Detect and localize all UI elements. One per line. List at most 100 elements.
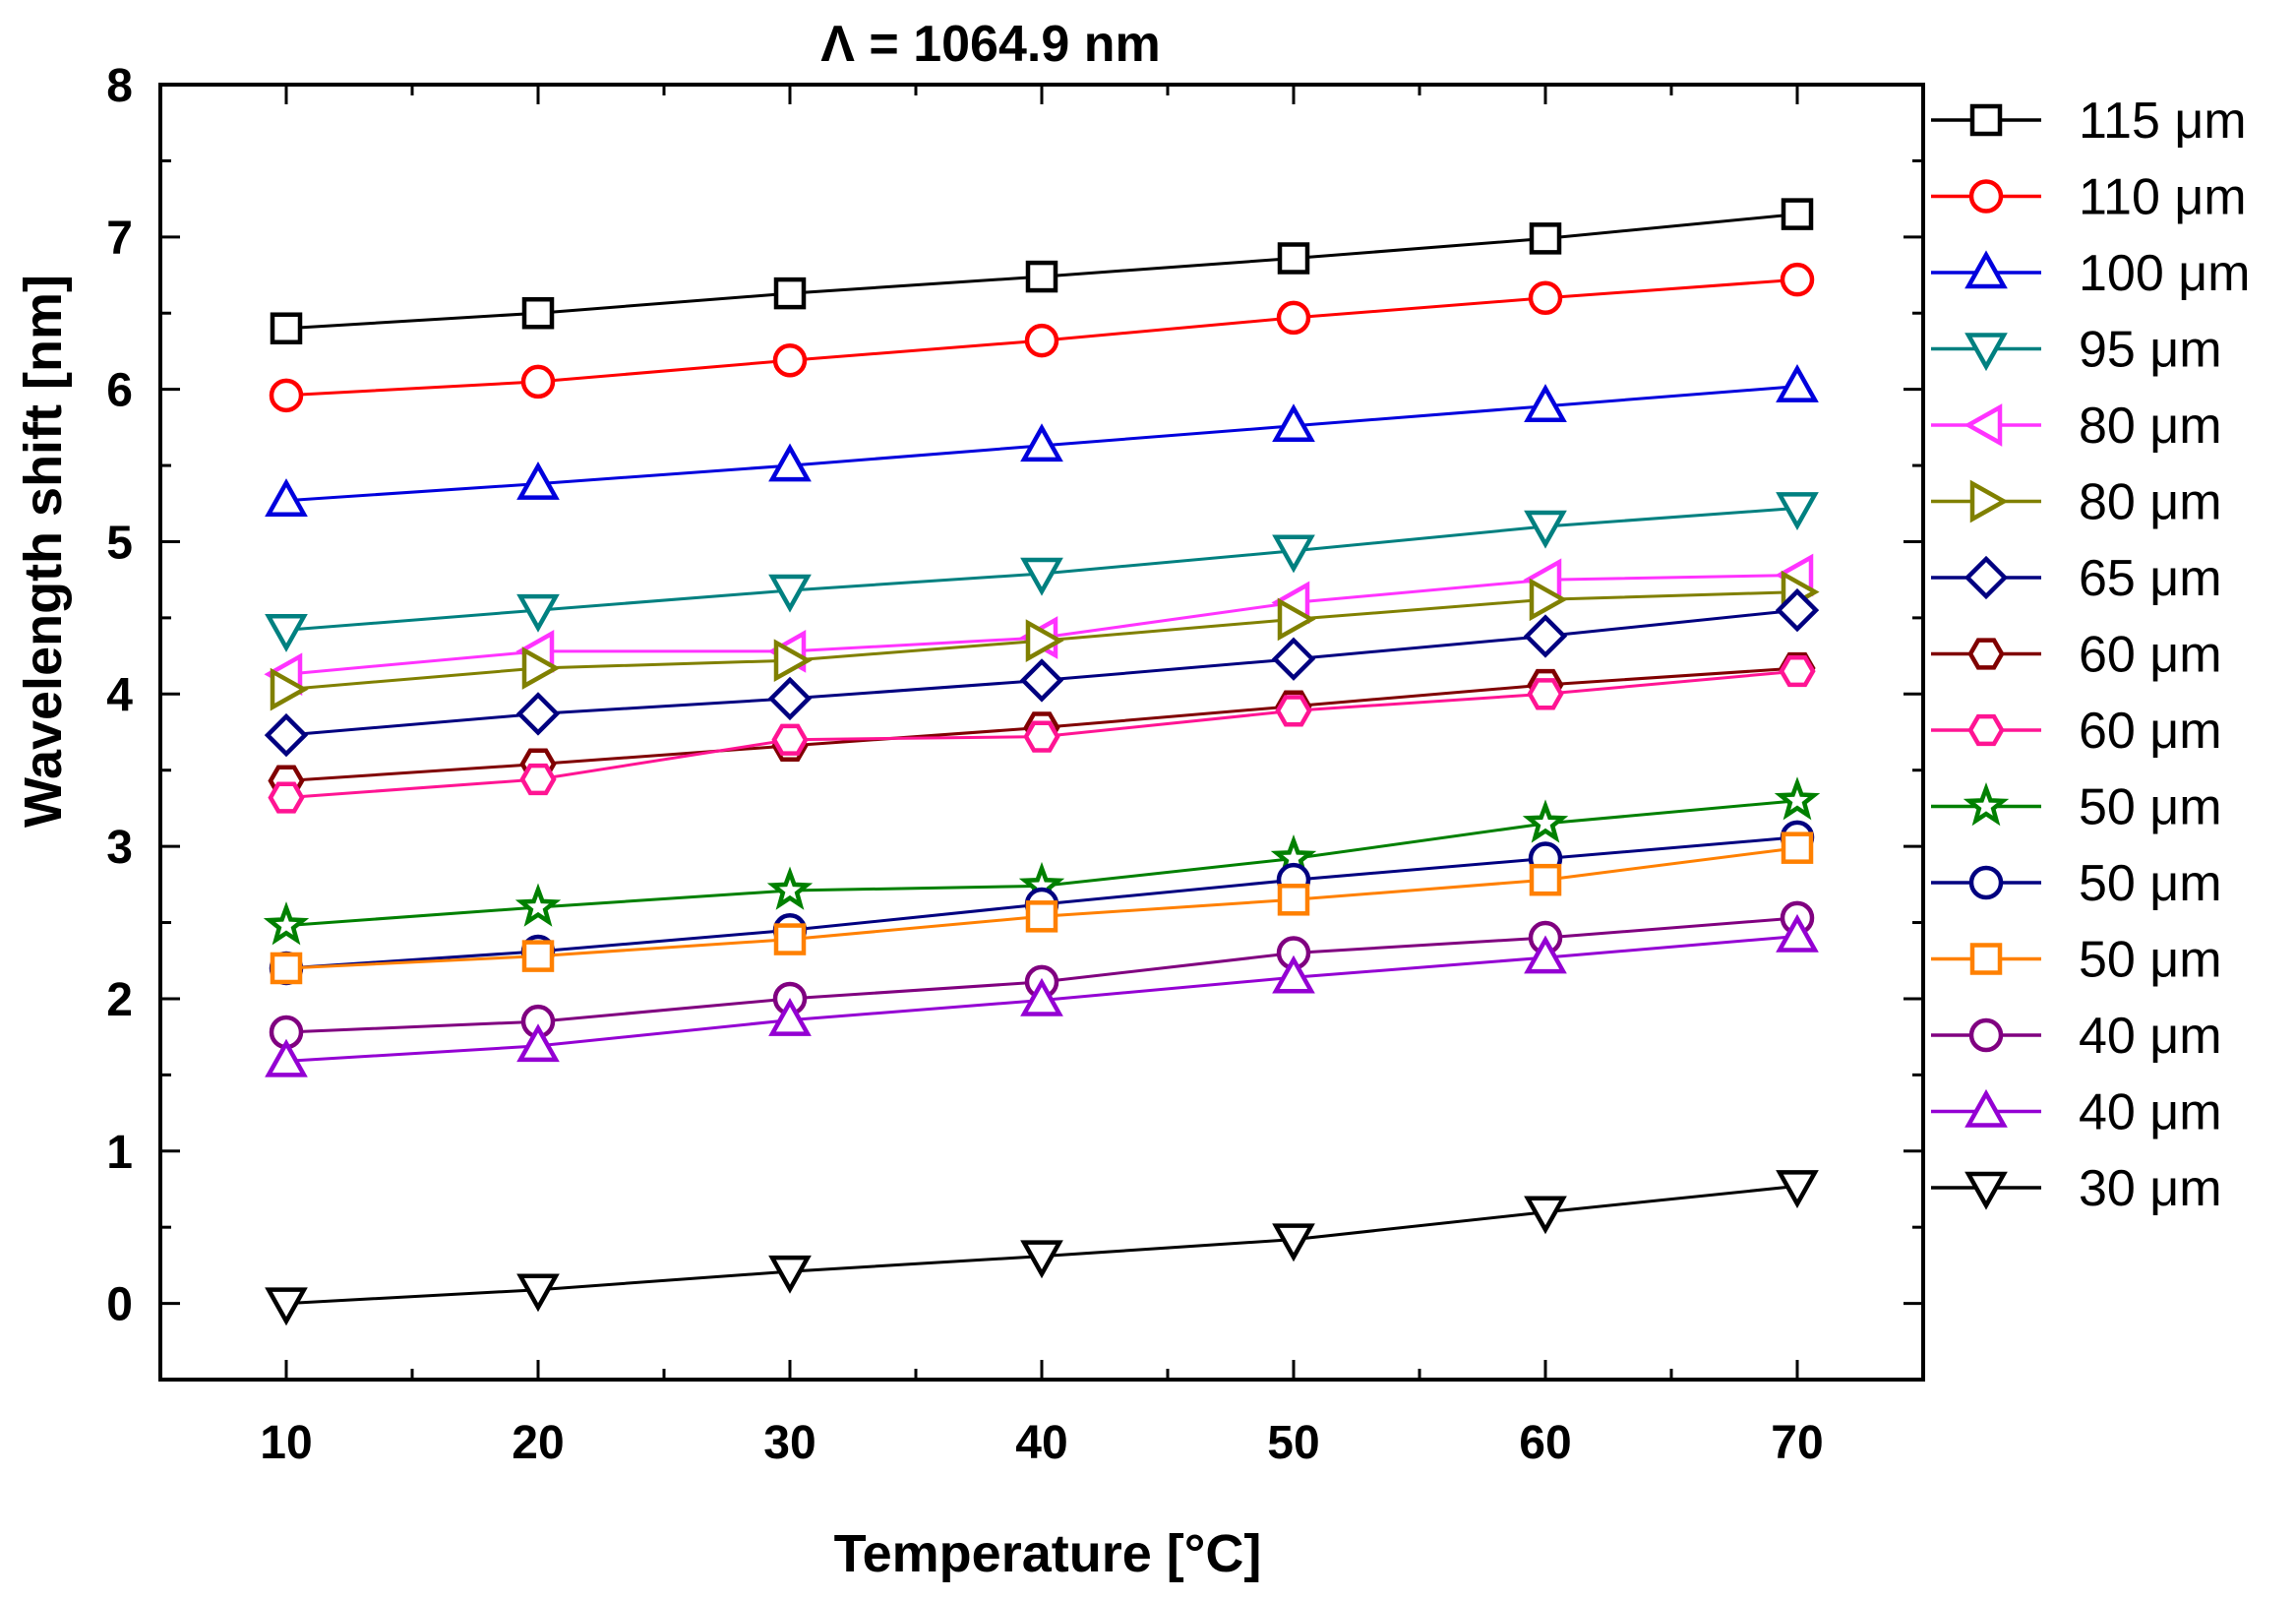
legend-item: 40 μm <box>1931 1008 2222 1065</box>
data-point <box>516 593 560 633</box>
x-tick-label: 50 <box>1267 1417 1319 1469</box>
x-axis-title: Temperature [°C] <box>834 1524 1262 1583</box>
data-point <box>1020 423 1063 462</box>
data-point <box>1277 884 1310 916</box>
legend-marker <box>1964 555 2009 600</box>
data-point <box>1277 597 1316 642</box>
legend-marker <box>1964 333 2008 372</box>
y-tick-label: 2 <box>106 974 133 1026</box>
legend-item: 40 μm <box>1931 1084 2222 1141</box>
data-point <box>1775 587 1820 633</box>
legend-item: 60 μm <box>1931 627 2222 684</box>
data-point <box>1020 1240 1063 1279</box>
y-tick-label: 7 <box>106 213 133 265</box>
data-point <box>1776 364 1819 402</box>
data-point <box>767 676 813 721</box>
legend-item: 50 μm <box>1931 932 2222 989</box>
series-0 <box>270 198 1814 344</box>
legend-label: 95 μm <box>2079 322 2222 379</box>
legend-label: 80 μm <box>2079 474 2222 531</box>
data-point <box>768 574 812 613</box>
legend-marker <box>1968 865 2004 900</box>
data-point <box>773 923 807 955</box>
data-point <box>268 781 305 814</box>
x-tick-label: 60 <box>1519 1417 1571 1469</box>
legend-item: 50 μm <box>1931 779 2222 836</box>
data-point <box>1774 776 1821 821</box>
legend-marker <box>1967 713 2005 747</box>
data-point <box>1272 1223 1315 1262</box>
data-point <box>1272 534 1315 574</box>
legend-label: 100 μm <box>2079 245 2250 302</box>
data-point <box>1025 260 1058 293</box>
x-tick-label: 70 <box>1771 1417 1823 1469</box>
legend-item: 65 μm <box>1931 550 2222 607</box>
data-point <box>1781 831 1814 864</box>
legend-label: 60 μm <box>2079 703 2222 760</box>
legend-item: 110 μm <box>1931 169 2247 226</box>
data-point <box>270 312 303 344</box>
data-point <box>1024 323 1059 358</box>
series-13 <box>265 913 1819 1077</box>
y-axis-title: Wavelength shift [nm] <box>14 275 73 828</box>
data-point <box>1524 1196 1567 1235</box>
legend-label: 50 μm <box>2079 855 2222 912</box>
data-point <box>265 1287 308 1326</box>
legend-label: 110 μm <box>2079 169 2247 226</box>
data-point <box>521 296 555 330</box>
legend-marker <box>1964 1088 2008 1128</box>
series-3 <box>265 492 1819 652</box>
series-14 <box>265 1170 1819 1326</box>
data-point <box>1524 510 1567 549</box>
data-point <box>514 883 562 927</box>
data-point <box>1776 492 1819 530</box>
x-tick-label: 30 <box>763 1417 816 1469</box>
legend-marker <box>1964 403 2003 447</box>
data-point <box>1524 384 1567 422</box>
data-point <box>1776 1170 1819 1208</box>
data-point <box>766 866 814 910</box>
legend: 115 μm 110 μm 100 μm 95 μm 80 μm 80 μm 65 μm 60… <box>1931 92 2250 1217</box>
legend-item: 115 μm <box>1931 92 2247 150</box>
legend-item: 50 μm <box>1931 855 2222 912</box>
data-point <box>1529 863 1562 896</box>
axes: 10 20 30 40 50 60 70 0 1 2 3 4 5 6 7 8 <box>106 60 1925 1469</box>
data-point <box>772 342 808 378</box>
series-11 <box>270 831 1814 985</box>
data-point <box>265 614 308 652</box>
legend-item: 80 μm <box>1931 398 2222 455</box>
legend-item: 95 μm <box>1931 322 2222 379</box>
y-tick-label: 5 <box>106 517 133 569</box>
data-point <box>771 723 809 756</box>
data-point <box>1527 678 1564 710</box>
data-point <box>1776 913 1819 953</box>
data-point <box>1019 658 1064 703</box>
x-tick-label: 20 <box>512 1417 564 1469</box>
data-point <box>270 667 309 711</box>
data-point <box>264 712 309 758</box>
data-point <box>1025 900 1058 933</box>
series-6 <box>264 587 1820 758</box>
legend-label: 40 μm <box>2079 1008 2222 1065</box>
data-point <box>768 443 812 482</box>
y-tick-label: 3 <box>106 822 133 874</box>
legend-marker <box>1969 479 2009 523</box>
data-point <box>1522 799 1569 843</box>
data-point <box>521 646 561 690</box>
legend-label: 80 μm <box>2079 398 2222 455</box>
data-point <box>521 940 555 972</box>
data-point <box>1781 198 1814 230</box>
legend-item: 60 μm <box>1931 703 2222 760</box>
legend-label: 40 μm <box>2079 1084 2222 1141</box>
y-tick-label: 6 <box>106 365 133 417</box>
data-point <box>1272 403 1315 443</box>
data-point <box>520 364 556 400</box>
legend-marker <box>1967 638 2005 670</box>
legend-label: 60 μm <box>2079 627 2222 684</box>
legend-marker <box>1969 943 2003 975</box>
x-tick-label: 40 <box>1015 1417 1067 1469</box>
data-point <box>516 1273 560 1313</box>
legend-item: 80 μm <box>1931 474 2222 531</box>
data-point <box>1524 935 1567 974</box>
